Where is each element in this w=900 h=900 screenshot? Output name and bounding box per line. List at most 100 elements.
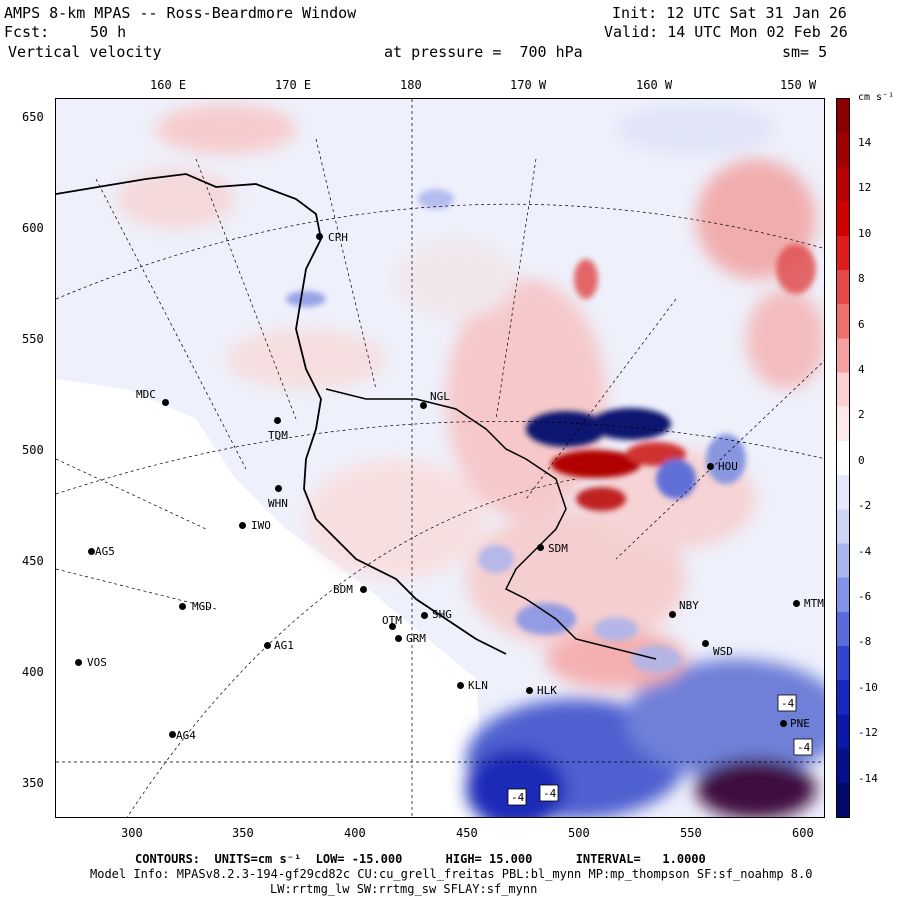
colorbar-tick: -14	[858, 771, 878, 785]
colorbar-tick: -6	[858, 590, 872, 603]
physics-info: LW:rrtmg_lw SW:rrtmg_sw SFLAY:sf_mynn	[270, 882, 538, 896]
station-label: NBY	[679, 599, 699, 612]
station-marker	[264, 642, 271, 649]
station-label: WHN	[268, 497, 288, 510]
station-label: AG4	[176, 729, 196, 742]
station-marker	[421, 612, 428, 619]
station-marker	[162, 399, 169, 406]
lon-tick: 180	[400, 78, 422, 92]
station-label: OTM	[382, 614, 402, 627]
colorbar-tick: 10	[858, 226, 872, 240]
contour-info: CONTOURS: UNITS=cm s⁻¹ LOW= -15.000 HIGH…	[135, 852, 706, 866]
lon-tick: 160 W	[636, 78, 673, 92]
init-time: Init: 12 UTC Sat 31 Jan 26	[612, 4, 847, 22]
pressure-level: at pressure = 700 hPa	[384, 43, 583, 61]
colorbar-tick: -12	[858, 726, 878, 740]
y-tick: 650	[22, 110, 44, 124]
station-label: SHG	[432, 608, 452, 621]
station-marker	[316, 233, 323, 240]
station-marker	[420, 402, 427, 409]
smoothing: sm= 5	[782, 43, 828, 61]
station-marker	[707, 463, 714, 470]
colorbar-tick: 2	[858, 408, 865, 422]
station-label: BDM	[333, 583, 353, 596]
y-tick: 450	[22, 554, 44, 568]
lon-tick: 170 E	[275, 78, 312, 92]
station-marker	[395, 635, 402, 642]
y-tick: 350	[22, 776, 44, 790]
station-marker	[526, 687, 533, 694]
station-marker	[179, 603, 186, 610]
station-label: AG1	[274, 639, 294, 652]
y-tick: 600	[22, 221, 44, 235]
lon-tick: 150 W	[780, 78, 817, 92]
station-marker	[793, 600, 800, 607]
colorbar-units: cm s⁻¹	[858, 92, 895, 103]
station-marker	[360, 586, 367, 593]
station-label: CPH	[328, 231, 348, 244]
x-tick: 500	[568, 826, 590, 840]
y-tick: 400	[22, 665, 44, 679]
colorbar-tick: 14	[858, 136, 872, 149]
station-label: NGL	[430, 390, 450, 403]
station-marker	[457, 682, 464, 689]
y-tick: 500	[22, 443, 44, 457]
colorbar-tick: -2	[858, 499, 872, 513]
station-marker	[702, 640, 709, 647]
station-label: KLN	[468, 679, 488, 692]
station-marker	[780, 720, 787, 727]
station-marker	[169, 731, 176, 738]
map-contour-label: -4	[543, 787, 557, 800]
x-tick: 400	[344, 826, 366, 840]
fcst-label: Fcst:	[4, 23, 50, 41]
colorbar-tick: 6	[858, 317, 865, 331]
station-marker	[88, 548, 95, 555]
station-label: VOS	[87, 656, 107, 669]
station-label: MDC	[136, 388, 156, 401]
station-label: PNE	[790, 717, 810, 730]
colorbar	[836, 98, 850, 818]
station-marker	[669, 611, 676, 618]
colorbar-tick: -8	[858, 635, 872, 649]
x-tick: 450	[456, 826, 478, 840]
colorbar-tick: -10	[858, 680, 878, 694]
station-label: WSD	[713, 645, 733, 658]
station-label: HLK	[537, 684, 557, 697]
lon-tick: 160 E	[150, 78, 187, 92]
colorbar-tick: 8	[858, 272, 865, 286]
x-tick: 600	[792, 826, 814, 840]
station-marker	[239, 522, 246, 529]
map-contour-label: -4	[797, 741, 811, 754]
station-marker	[75, 659, 82, 666]
fcst-value: 50 h	[90, 23, 127, 41]
map-contour-label: -4	[511, 791, 525, 804]
station-label: AG5	[95, 545, 115, 558]
map-plot: -4 -4 -4 -4	[55, 98, 825, 818]
map-contour-label: -4	[781, 697, 795, 710]
station-marker	[537, 544, 544, 551]
colorbar-tick: 0	[858, 453, 865, 467]
colorbar-tick: -4	[858, 544, 872, 558]
station-marker	[274, 417, 281, 424]
x-tick: 350	[232, 826, 254, 840]
y-tick: 550	[22, 332, 44, 346]
field-name: Vertical velocity	[8, 43, 162, 61]
station-label: MGD	[192, 600, 212, 613]
station-label: MTM	[804, 597, 824, 610]
x-tick: 550	[680, 826, 702, 840]
station-label: SDM	[548, 542, 568, 555]
vertical-velocity-field: -4 -4 -4 -4	[56, 99, 824, 817]
map-title: AMPS 8-km MPAS -- Ross-Beardmore Window	[4, 4, 357, 22]
station-label: TDM	[268, 429, 288, 442]
station-label: GRM	[406, 632, 426, 645]
colorbar-tick: 4	[858, 363, 865, 376]
station-label: HOU	[718, 460, 738, 473]
model-info: Model Info: MPASv8.2.3-194-gf29cd82c CU:…	[90, 867, 813, 881]
lon-tick: 170 W	[510, 78, 547, 92]
x-tick: 300	[121, 826, 143, 840]
station-label: IWO	[251, 519, 271, 532]
colorbar-tick: 12	[858, 181, 872, 195]
valid-time: Valid: 14 UTC Mon 02 Feb 26	[604, 23, 848, 41]
station-marker	[389, 623, 396, 630]
station-marker	[275, 485, 282, 492]
